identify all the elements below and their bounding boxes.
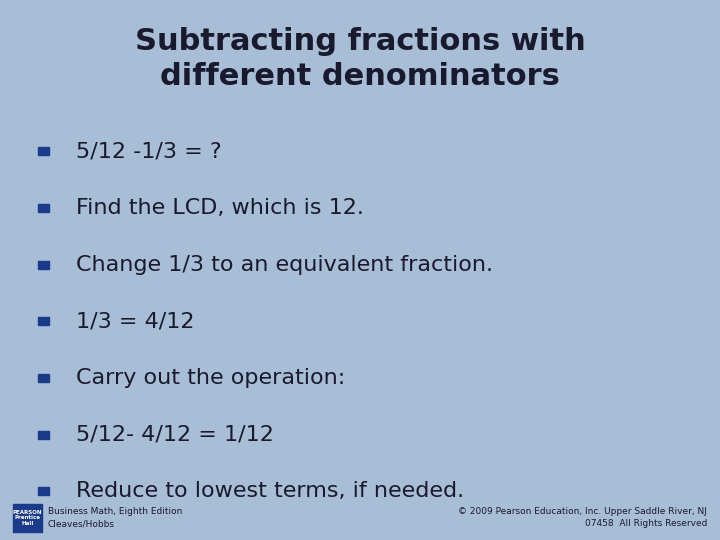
- FancyBboxPatch shape: [37, 431, 49, 438]
- FancyBboxPatch shape: [13, 504, 42, 532]
- Text: © 2009 Pearson Education, Inc. Upper Saddle River, NJ
07458  All Rights Reserved: © 2009 Pearson Education, Inc. Upper Sad…: [458, 508, 707, 528]
- Text: Carry out the operation:: Carry out the operation:: [76, 368, 345, 388]
- Text: PEARSON
Prentice
Hall: PEARSON Prentice Hall: [13, 510, 42, 526]
- Text: Reduce to lowest terms, if needed.: Reduce to lowest terms, if needed.: [76, 481, 464, 502]
- FancyBboxPatch shape: [37, 317, 49, 325]
- FancyBboxPatch shape: [37, 488, 49, 496]
- Text: Change 1/3 to an equivalent fraction.: Change 1/3 to an equivalent fraction.: [76, 254, 492, 275]
- FancyBboxPatch shape: [37, 147, 49, 156]
- Text: Find the LCD, which is 12.: Find the LCD, which is 12.: [76, 198, 364, 218]
- Text: Subtracting fractions with
different denominators: Subtracting fractions with different den…: [135, 27, 585, 91]
- Text: 1/3 = 4/12: 1/3 = 4/12: [76, 311, 194, 332]
- Text: 5/12 -1/3 = ?: 5/12 -1/3 = ?: [76, 141, 221, 161]
- FancyBboxPatch shape: [37, 374, 49, 382]
- FancyBboxPatch shape: [37, 204, 49, 212]
- Text: 5/12- 4/12 = 1/12: 5/12- 4/12 = 1/12: [76, 424, 274, 445]
- Text: Business Math, Eighth Edition
Cleaves/Hobbs: Business Math, Eighth Edition Cleaves/Ho…: [48, 508, 182, 528]
- FancyBboxPatch shape: [37, 260, 49, 268]
